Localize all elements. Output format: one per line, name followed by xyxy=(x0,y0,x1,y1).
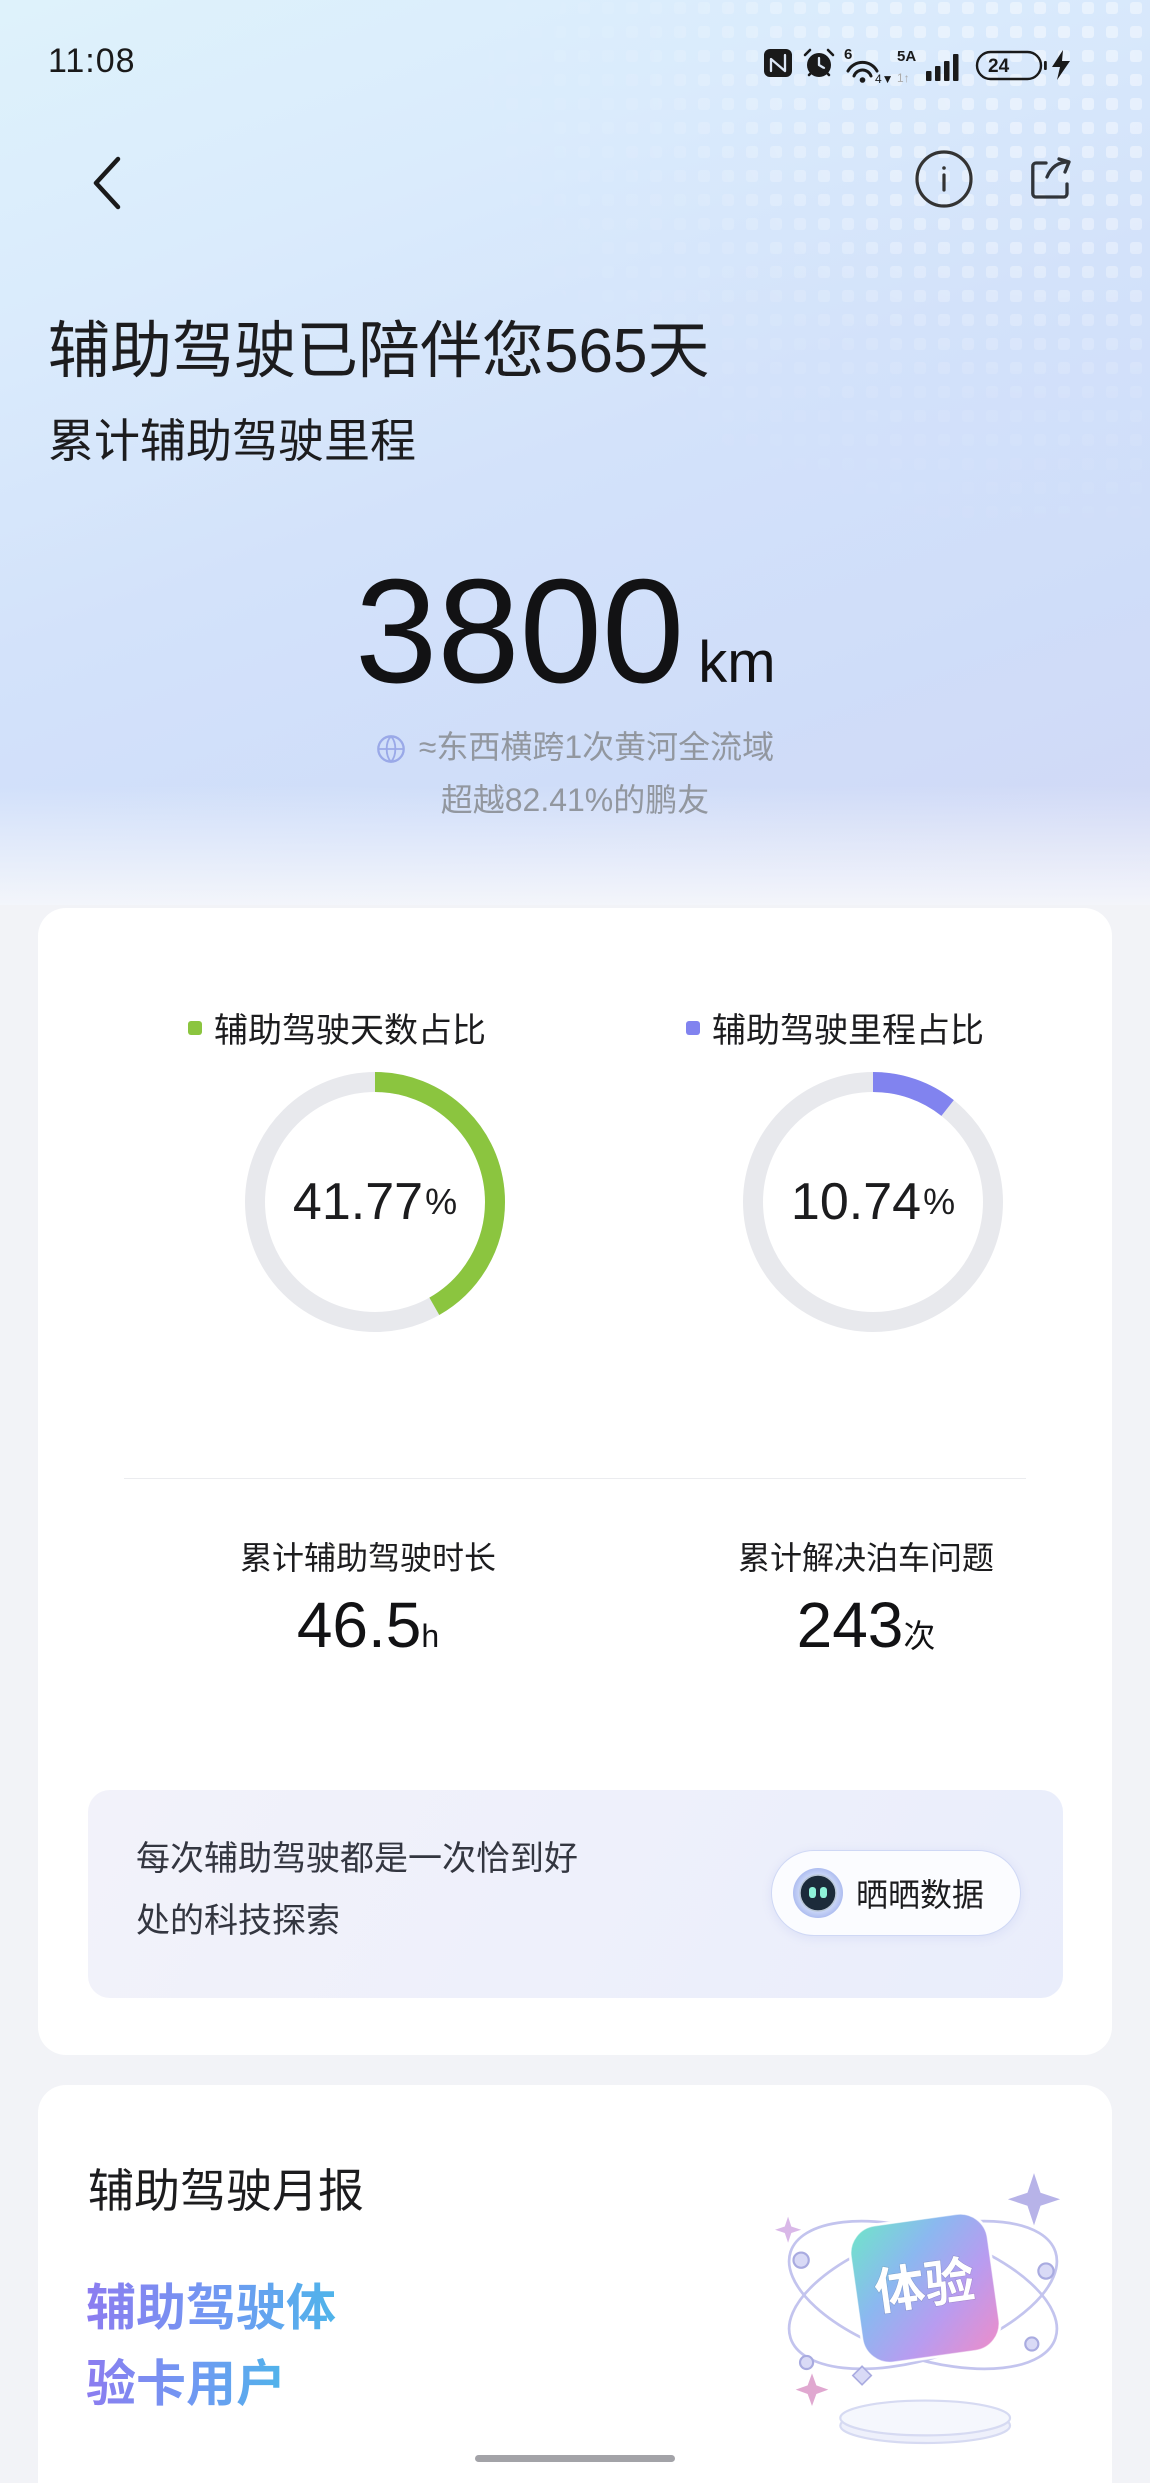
svg-text:1↑: 1↑ xyxy=(897,71,910,85)
svg-text:6: 6 xyxy=(844,46,852,63)
svg-text:4▼: 4▼ xyxy=(875,72,894,86)
svg-text:5A: 5A xyxy=(897,48,916,65)
svg-text:24: 24 xyxy=(988,56,1010,77)
